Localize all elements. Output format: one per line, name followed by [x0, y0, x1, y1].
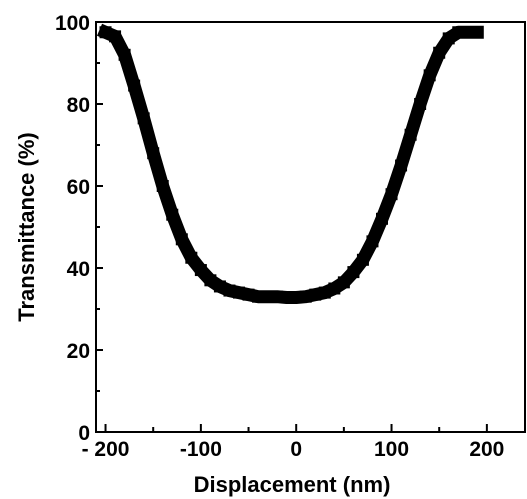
data-point: [404, 128, 417, 141]
data-point: [280, 291, 293, 304]
data-point: [271, 290, 284, 303]
x-tick-label: 200: [469, 438, 504, 461]
data-point: [356, 253, 369, 266]
x-tick-label: -100: [180, 438, 222, 461]
data-point: [299, 290, 312, 303]
data-point: [318, 286, 331, 299]
data-point: [194, 264, 207, 277]
y-tick-label: 0: [78, 422, 90, 445]
data-point: [204, 274, 217, 287]
data-point: [337, 276, 350, 289]
x-tick-label: 0: [290, 438, 302, 461]
data-point: [309, 288, 322, 301]
y-ticks: 0 20 40 60 80 100: [55, 12, 103, 445]
data-point: [395, 159, 408, 172]
data-point: [185, 251, 198, 264]
data-point: [366, 235, 379, 248]
data-point: [347, 266, 360, 279]
y-tick-label: 40: [67, 258, 90, 281]
data-point: [442, 32, 455, 45]
data-point: [175, 233, 188, 246]
data-point: [252, 290, 265, 303]
data-point: [99, 26, 112, 39]
y-tick-label: 100: [55, 12, 90, 35]
data-point: [433, 46, 446, 59]
data-point: [376, 212, 388, 225]
data-point: [128, 79, 141, 92]
x-ticks: - 200 -100 0 100 200: [82, 424, 504, 461]
data-point: [328, 282, 341, 295]
y-tick-label: 60: [67, 176, 90, 199]
x-axis-title: Displacement (nm): [194, 472, 391, 497]
data-point: [261, 290, 274, 303]
data-point: [147, 147, 160, 160]
data-point: [137, 112, 150, 125]
data-point: [423, 69, 436, 82]
series-line: [96, 23, 484, 304]
x-tick-label: 100: [374, 438, 409, 461]
data-point: [166, 208, 179, 221]
y-axis-title: Transmittance (%): [14, 132, 39, 322]
plot-frame: [95, 21, 526, 433]
data-point: [452, 26, 465, 39]
data-point: [242, 288, 255, 301]
data-point: [290, 291, 303, 304]
data-point: [471, 26, 484, 39]
data-point: [156, 180, 169, 192]
data-point: [109, 30, 122, 43]
data-point: [118, 48, 131, 61]
data-point: [233, 286, 245, 299]
data-point: [223, 284, 236, 297]
y-tick-label: 80: [67, 94, 90, 117]
data-point: [385, 188, 398, 201]
y-tick-label: 20: [67, 340, 90, 363]
data-point: [461, 26, 474, 39]
x-tick-label: - 200: [82, 438, 130, 461]
series-layer: [96, 23, 484, 304]
data-point: [414, 98, 427, 110]
data-point: [213, 280, 226, 293]
